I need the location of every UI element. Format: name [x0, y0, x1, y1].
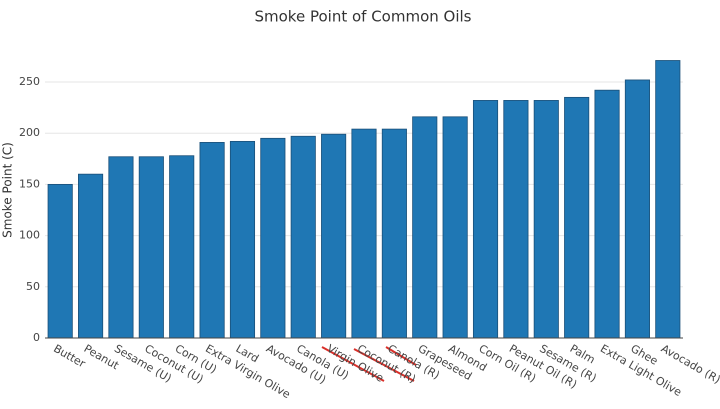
bar	[169, 155, 195, 339]
underline	[321, 346, 385, 382]
bar	[503, 100, 529, 339]
bar	[290, 135, 316, 339]
y-tick-label: 50	[26, 280, 40, 293]
bar	[624, 79, 650, 339]
bar	[533, 100, 559, 339]
y-tick-label: 150	[19, 177, 40, 190]
underline	[385, 346, 417, 366]
x-tick-label: Butter	[51, 342, 88, 371]
bar	[138, 156, 164, 339]
chart-title: Smoke Point of Common Oils	[255, 8, 472, 26]
bar	[655, 60, 681, 339]
bar	[108, 156, 134, 339]
bar	[594, 89, 620, 339]
bar	[442, 116, 468, 339]
y-tick-label: 100	[19, 229, 40, 242]
bar	[351, 128, 377, 339]
bar	[229, 140, 256, 339]
bar	[412, 116, 438, 339]
bar	[260, 137, 286, 339]
underline	[353, 348, 415, 382]
y-tick-label: 200	[19, 126, 40, 139]
bar	[199, 142, 225, 339]
annotation-underlines	[321, 346, 417, 382]
bar	[321, 133, 347, 339]
bar	[472, 100, 499, 339]
bar	[381, 128, 407, 339]
bar	[47, 183, 73, 339]
y-axis-title: Smoke Point (C)	[1, 142, 15, 238]
bar	[78, 173, 104, 339]
y-tick-label: 250	[19, 75, 40, 88]
y-tick-label: 0	[33, 331, 40, 344]
bar	[564, 96, 590, 339]
